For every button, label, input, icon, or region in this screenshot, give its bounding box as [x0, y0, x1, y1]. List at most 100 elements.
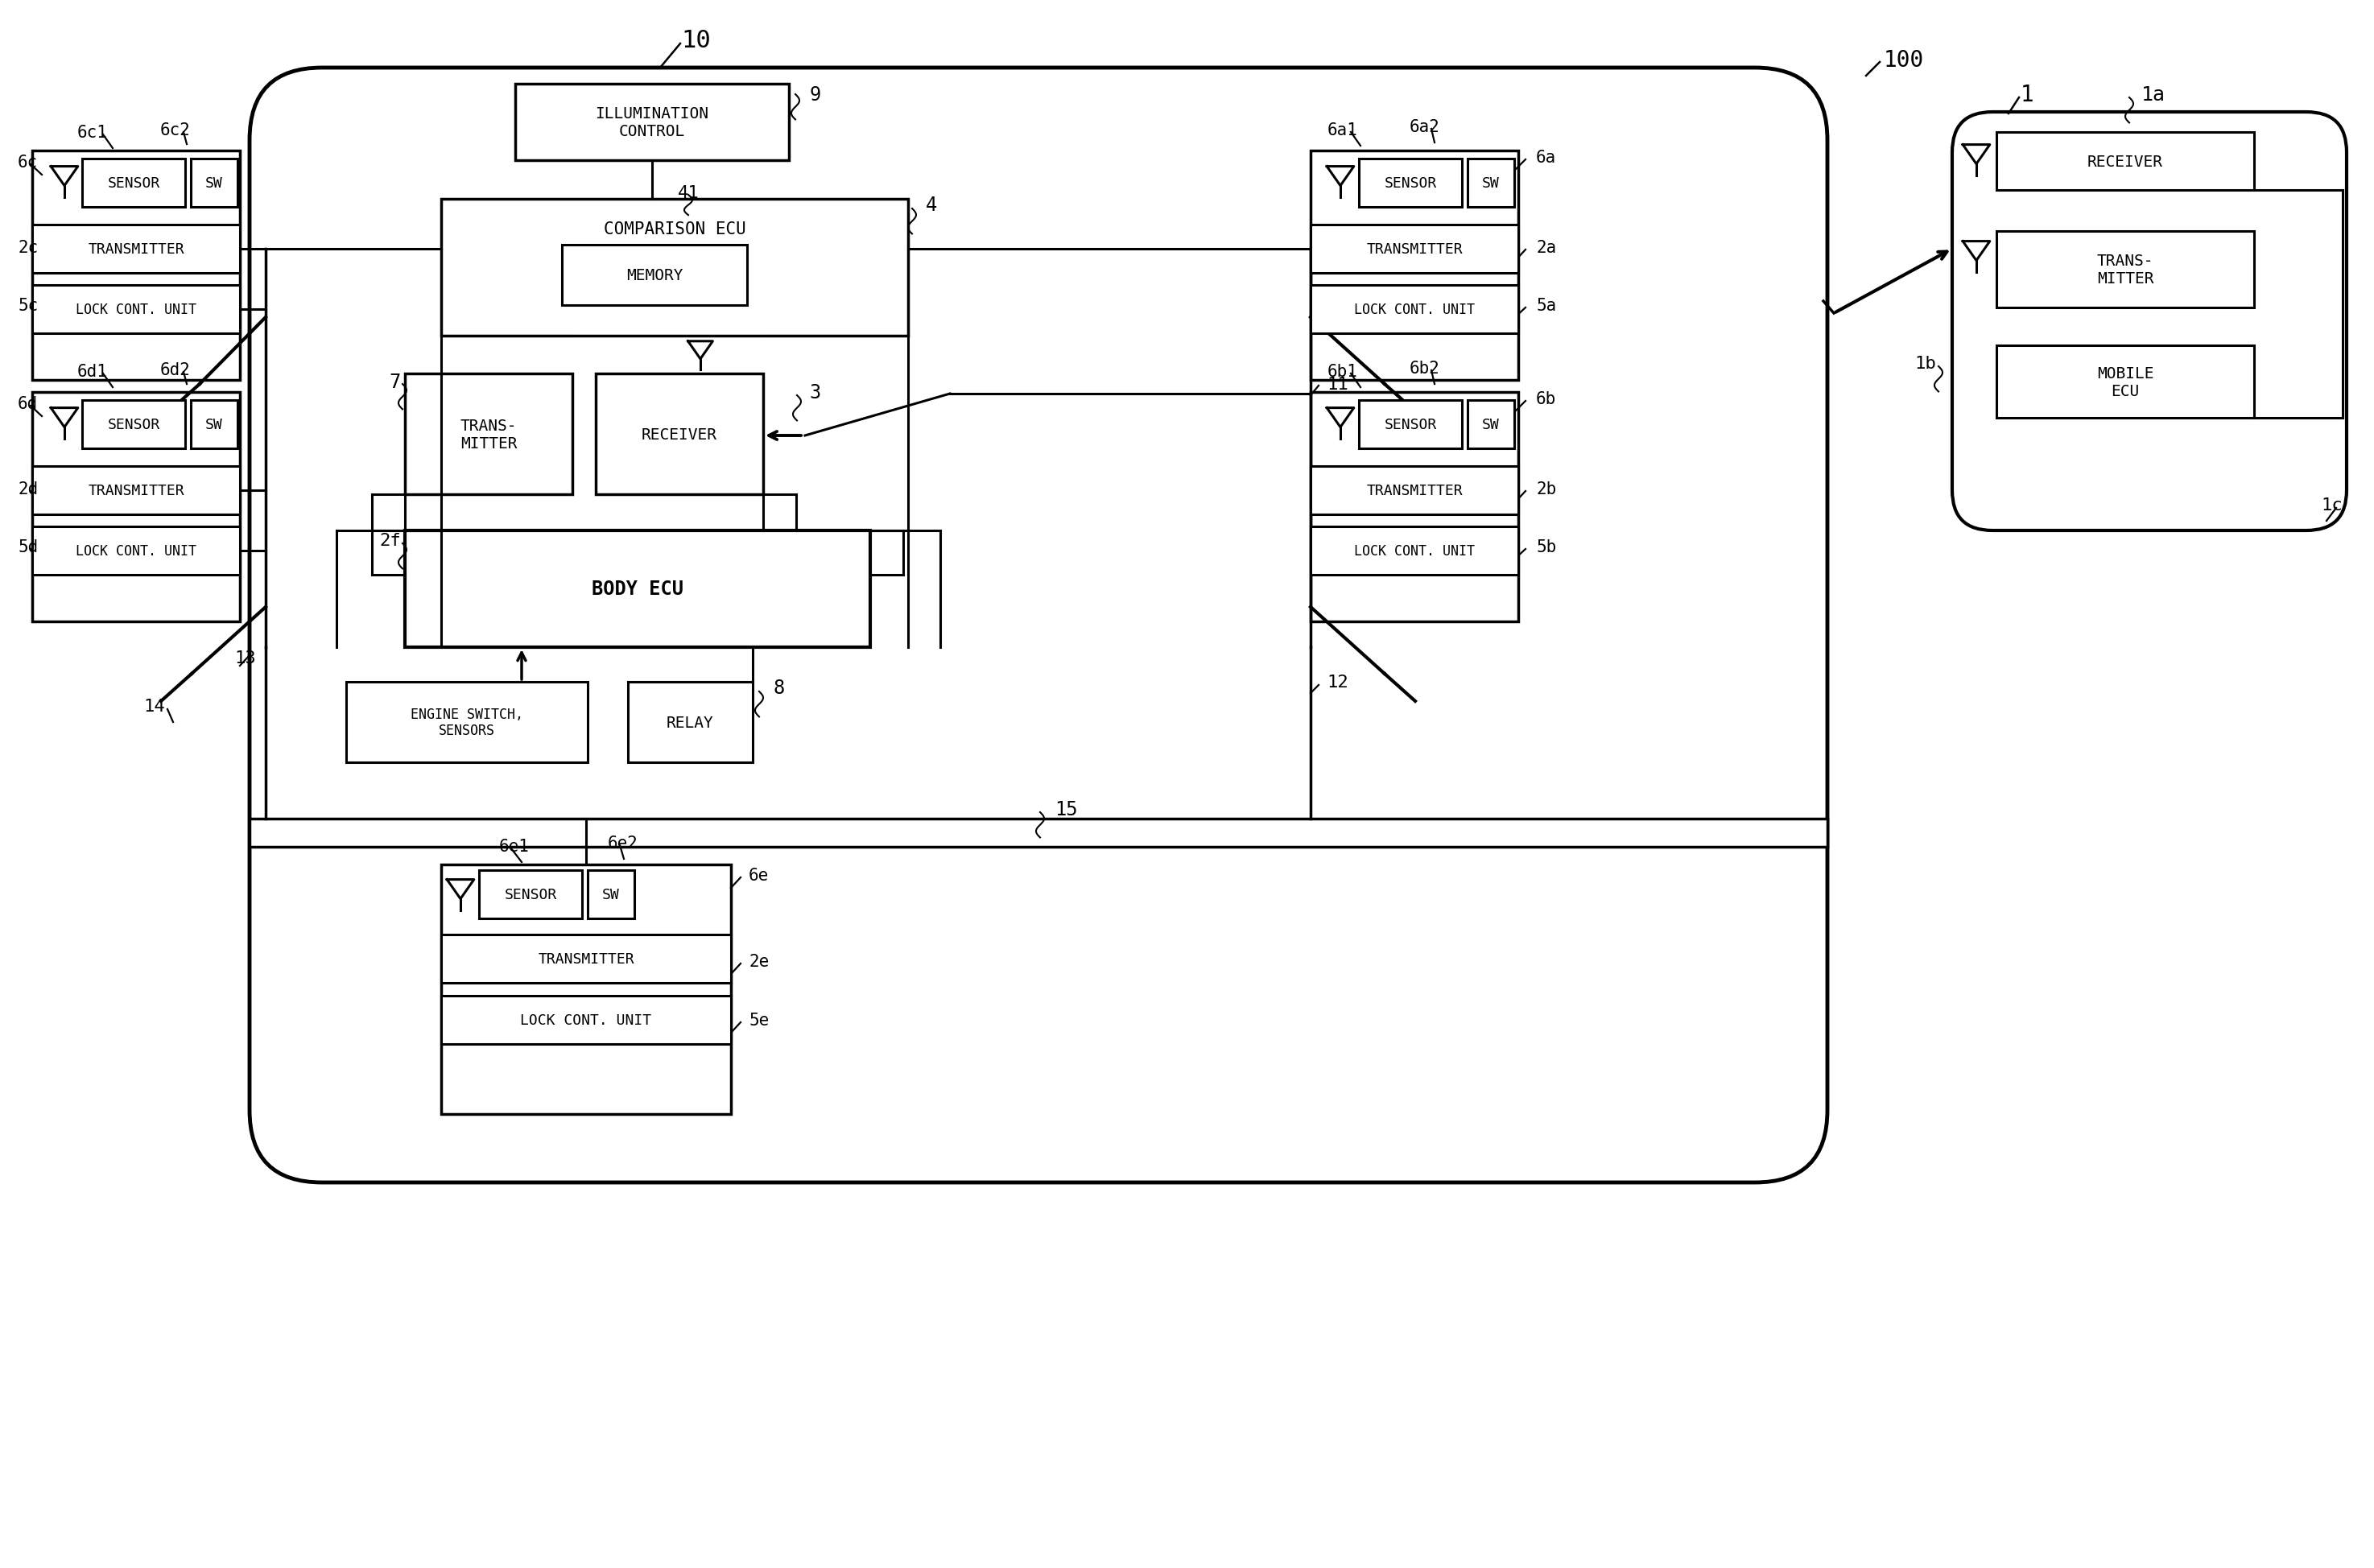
Text: 6a2: 6a2 — [1410, 119, 1441, 135]
Text: TRANSMITTER: TRANSMITTER — [88, 241, 185, 257]
Bar — [1310, 392, 1519, 622]
Text: 2e: 2e — [748, 953, 769, 969]
Bar — [1310, 151, 1519, 381]
Bar — [442, 996, 731, 1044]
Bar — [480, 870, 582, 919]
Text: MEMORY: MEMORY — [627, 268, 684, 282]
Text: TRANS-
MITTER: TRANS- MITTER — [2096, 252, 2153, 285]
Text: 6e: 6e — [748, 867, 769, 883]
Text: 5b: 5b — [1536, 539, 1557, 555]
Text: 6e2: 6e2 — [608, 836, 639, 851]
Text: 5a: 5a — [1536, 298, 1557, 314]
Bar — [563, 245, 748, 306]
Bar — [33, 527, 240, 575]
Text: 2d: 2d — [17, 481, 38, 497]
Text: TRANSMITTER: TRANSMITTER — [539, 952, 634, 966]
Text: BODY ECU: BODY ECU — [591, 579, 684, 599]
Bar — [596, 375, 762, 495]
Bar — [83, 401, 185, 448]
Text: SENSOR: SENSOR — [503, 887, 558, 902]
Bar — [33, 226, 240, 273]
Bar — [347, 682, 589, 762]
Text: SENSOR: SENSOR — [1384, 176, 1436, 191]
Text: 1a: 1a — [2141, 85, 2165, 105]
Text: COMPARISON ECU: COMPARISON ECU — [603, 221, 745, 237]
Text: RELAY: RELAY — [667, 715, 715, 731]
Text: 6b2: 6b2 — [1410, 361, 1441, 376]
Text: 11: 11 — [1327, 376, 1348, 392]
Text: MOBILE
ECU: MOBILE ECU — [2096, 365, 2153, 398]
Text: SW: SW — [1481, 176, 1500, 191]
Text: 1: 1 — [2020, 83, 2035, 107]
Text: LOCK CONT. UNIT: LOCK CONT. UNIT — [76, 303, 197, 317]
Bar — [442, 199, 909, 336]
Text: 6e1: 6e1 — [499, 839, 529, 855]
Text: SW: SW — [207, 176, 223, 191]
Bar — [589, 870, 634, 919]
Text: RECEIVER: RECEIVER — [2087, 154, 2163, 169]
Text: 2f: 2f — [380, 533, 401, 549]
Bar — [1310, 285, 1519, 334]
FancyBboxPatch shape — [249, 69, 1828, 1182]
Bar — [1467, 401, 1515, 448]
Bar — [1997, 232, 2253, 309]
Text: 15: 15 — [1054, 800, 1078, 818]
Text: 2a: 2a — [1536, 240, 1557, 256]
Text: TRANS-
MITTER: TRANS- MITTER — [461, 419, 518, 452]
Text: TRANSMITTER: TRANSMITTER — [1367, 483, 1462, 499]
Text: 6b: 6b — [1536, 390, 1557, 408]
Bar — [627, 682, 753, 762]
Bar — [1358, 401, 1462, 448]
Bar — [33, 285, 240, 334]
Text: SENSOR: SENSOR — [1384, 417, 1436, 433]
Text: 10: 10 — [681, 28, 712, 52]
Text: LOCK CONT. UNIT: LOCK CONT. UNIT — [76, 544, 197, 558]
Text: 5c: 5c — [17, 298, 38, 314]
Text: 6c1: 6c1 — [78, 125, 107, 141]
Bar — [190, 160, 237, 207]
Text: 6a1: 6a1 — [1327, 122, 1358, 138]
Text: 9: 9 — [810, 85, 821, 105]
Bar — [406, 532, 871, 648]
Bar — [1997, 133, 2253, 191]
Bar — [33, 392, 240, 622]
Bar — [1358, 160, 1462, 207]
Text: SW: SW — [603, 887, 620, 902]
Text: 6c2: 6c2 — [161, 122, 190, 138]
Text: 2b: 2b — [1536, 481, 1557, 497]
Text: TRANSMITTER: TRANSMITTER — [88, 483, 185, 499]
Text: 6d1: 6d1 — [78, 364, 107, 379]
Text: SW: SW — [207, 417, 223, 433]
Text: 6a: 6a — [1536, 149, 1557, 166]
Text: 6d: 6d — [17, 395, 38, 412]
Text: LOCK CONT. UNIT: LOCK CONT. UNIT — [1353, 544, 1474, 558]
Text: ILLUMINATION
CONTROL: ILLUMINATION CONTROL — [596, 105, 710, 140]
Text: SENSOR: SENSOR — [107, 417, 159, 433]
Bar — [1310, 527, 1519, 575]
Bar — [249, 818, 1828, 847]
Text: 100: 100 — [1883, 49, 1925, 72]
Bar — [1310, 467, 1519, 514]
Text: 3: 3 — [810, 383, 821, 403]
Bar — [33, 151, 240, 381]
Bar — [515, 85, 788, 162]
Text: 5e: 5e — [748, 1011, 769, 1029]
Text: SW: SW — [1481, 417, 1500, 433]
Bar — [1997, 347, 2253, 419]
Bar — [33, 467, 240, 514]
Bar — [442, 935, 731, 983]
Text: 7: 7 — [389, 373, 401, 392]
Text: LOCK CONT. UNIT: LOCK CONT. UNIT — [520, 1013, 653, 1027]
Text: 41: 41 — [677, 185, 698, 201]
Text: 12: 12 — [1327, 674, 1348, 690]
Text: 1c: 1c — [2322, 497, 2343, 513]
Text: RECEIVER: RECEIVER — [641, 426, 717, 442]
Text: 4: 4 — [926, 196, 938, 215]
Text: 14: 14 — [142, 698, 166, 715]
Text: LOCK CONT. UNIT: LOCK CONT. UNIT — [1353, 303, 1474, 317]
Text: 1b: 1b — [1913, 356, 1937, 372]
Text: 8: 8 — [774, 679, 783, 698]
Text: 5d: 5d — [17, 539, 38, 555]
Text: 6d2: 6d2 — [161, 362, 190, 378]
Text: 13: 13 — [235, 651, 256, 666]
